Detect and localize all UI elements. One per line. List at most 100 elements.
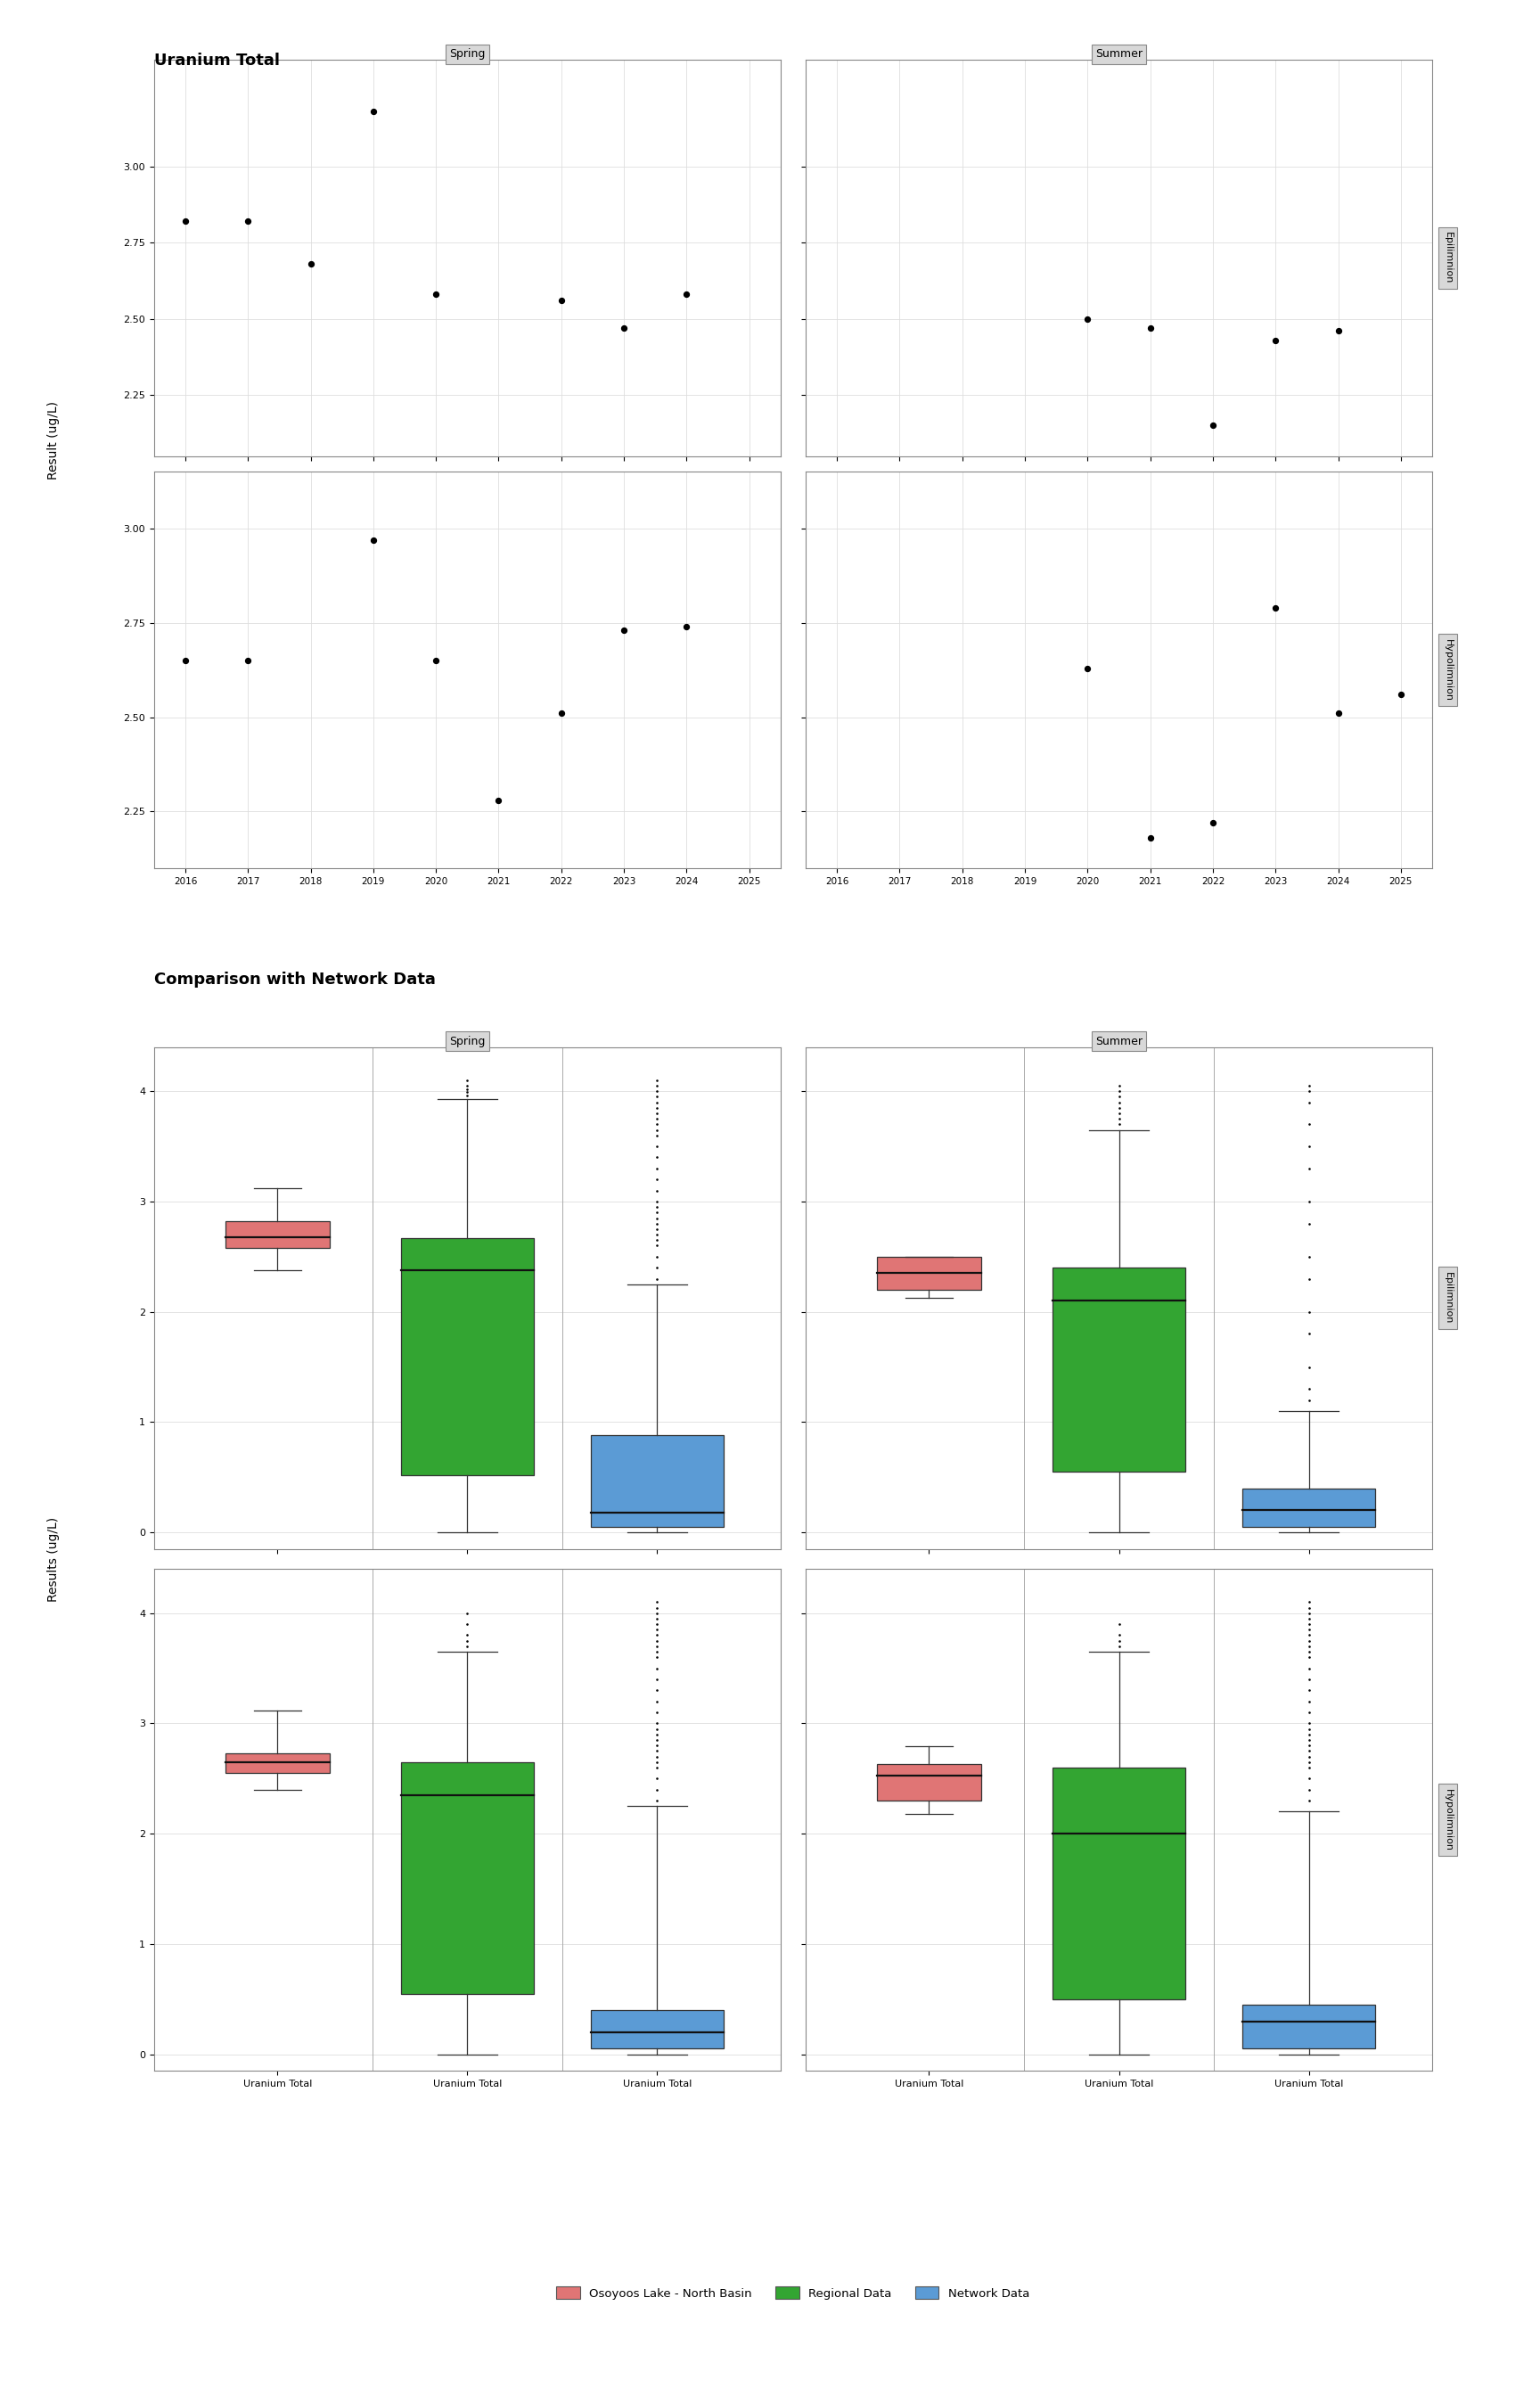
Point — [1297, 1622, 1321, 1660]
Point — [645, 1236, 670, 1275]
Point — [645, 1205, 670, 1244]
Point — [645, 1737, 670, 1775]
Point — [1297, 1260, 1321, 1299]
Point — [645, 1095, 670, 1133]
Point — [645, 1728, 670, 1766]
Point — [1297, 1294, 1321, 1332]
Point — [1297, 1704, 1321, 1742]
Point — [1297, 1584, 1321, 1622]
Point — [645, 1248, 670, 1287]
Point — [645, 1061, 670, 1100]
Point — [1075, 300, 1100, 338]
Point — [645, 1138, 670, 1176]
Title: Spring: Spring — [450, 1035, 485, 1047]
Point — [1201, 407, 1226, 446]
Point — [1297, 1615, 1321, 1653]
Point — [1297, 1660, 1321, 1699]
Point — [645, 1749, 670, 1787]
Point — [1297, 1349, 1321, 1387]
Point — [645, 1105, 670, 1143]
Point — [1075, 649, 1100, 688]
Point — [645, 1083, 670, 1121]
Text: Comparison with Network Data: Comparison with Network Data — [154, 970, 436, 987]
Point — [299, 244, 323, 283]
Point — [1138, 309, 1163, 347]
Point — [360, 93, 385, 132]
Point — [645, 1615, 670, 1653]
Point — [645, 1605, 670, 1644]
Point — [645, 1601, 670, 1639]
Point — [1297, 1771, 1321, 1809]
Point — [487, 781, 511, 819]
Title: Summer: Summer — [1095, 48, 1143, 60]
Point — [645, 1694, 670, 1732]
Point — [645, 1071, 670, 1109]
Point — [1297, 1205, 1321, 1244]
Point — [1297, 1071, 1321, 1109]
Point — [1297, 1066, 1321, 1105]
Point — [645, 1610, 670, 1648]
Bar — [225, 1222, 330, 1248]
Text: Hypolimnion: Hypolimnion — [1443, 640, 1452, 702]
Point — [1297, 1236, 1321, 1275]
Point — [1297, 1783, 1321, 1821]
Point — [1389, 676, 1414, 714]
Point — [1297, 1150, 1321, 1188]
Point — [645, 1100, 670, 1138]
Point — [1297, 1105, 1321, 1143]
Point — [454, 1605, 479, 1644]
Point — [645, 1682, 670, 1720]
Title: Summer: Summer — [1095, 1035, 1143, 1047]
Point — [1107, 1615, 1132, 1653]
Point — [172, 201, 197, 240]
Bar — [1052, 1768, 1186, 1998]
Point — [645, 1589, 670, 1627]
Point — [1297, 1380, 1321, 1418]
Point — [645, 1117, 670, 1155]
Point — [1107, 1105, 1132, 1143]
Point — [1326, 311, 1351, 350]
Point — [1297, 1605, 1321, 1644]
Point — [645, 1227, 670, 1265]
Point — [1107, 1627, 1132, 1665]
Point — [645, 1648, 670, 1687]
Point — [675, 276, 699, 314]
Point — [645, 1584, 670, 1622]
Point — [1297, 1639, 1321, 1677]
Point — [454, 1073, 479, 1112]
Point — [1107, 1095, 1132, 1133]
Bar — [876, 1763, 981, 1802]
Point — [645, 1639, 670, 1677]
Point — [1297, 1371, 1321, 1409]
Text: Epilimnion: Epilimnion — [1443, 1272, 1452, 1325]
Point — [1297, 1682, 1321, 1720]
Point — [424, 276, 448, 314]
Bar — [591, 1435, 724, 1526]
Point — [1297, 1632, 1321, 1670]
Point — [1263, 321, 1287, 359]
Point — [645, 1622, 670, 1660]
Bar — [1052, 1267, 1186, 1471]
Text: Results (ug/L): Results (ug/L) — [48, 1517, 60, 1601]
Point — [1107, 1100, 1132, 1138]
Point — [1297, 1737, 1321, 1775]
Bar — [591, 2010, 724, 2049]
Point — [611, 611, 636, 649]
Point — [1297, 1728, 1321, 1766]
Title: Spring: Spring — [450, 48, 485, 60]
Point — [1107, 1088, 1132, 1126]
Point — [645, 1210, 670, 1248]
Point — [1297, 1716, 1321, 1754]
Bar — [876, 1256, 981, 1289]
Text: Epilimnion: Epilimnion — [1443, 232, 1452, 285]
Point — [645, 1198, 670, 1236]
Point — [645, 1732, 670, 1771]
Point — [1297, 1694, 1321, 1732]
Point — [645, 1759, 670, 1797]
Point — [645, 1711, 670, 1749]
Point — [645, 1181, 670, 1220]
Point — [1297, 1610, 1321, 1648]
Bar — [400, 1239, 534, 1476]
Point — [454, 1061, 479, 1100]
Point — [454, 1593, 479, 1632]
